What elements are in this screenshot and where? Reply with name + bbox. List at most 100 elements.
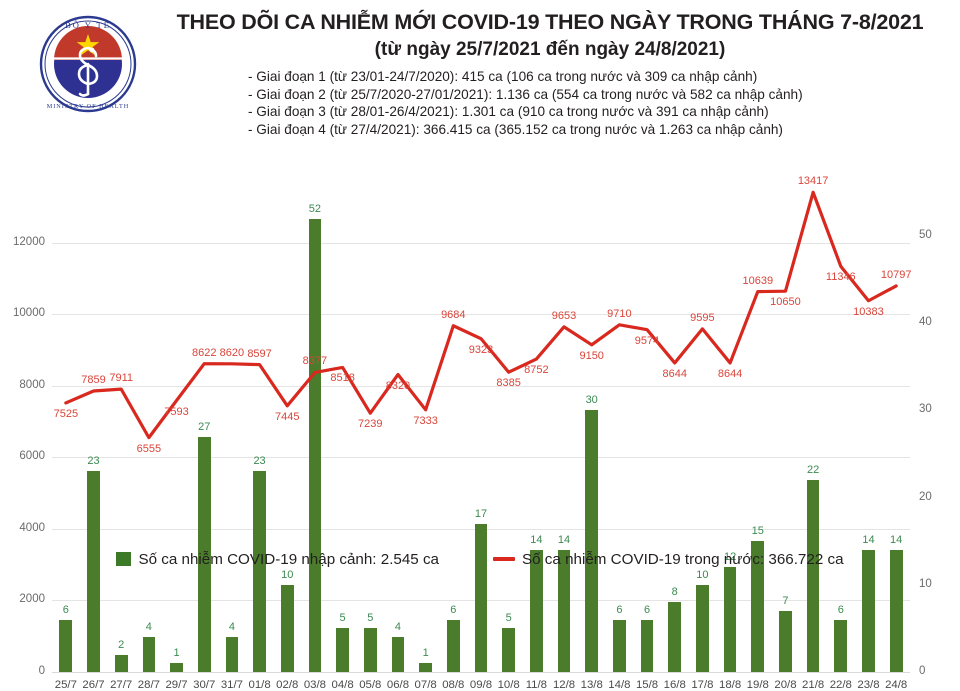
bar-value-label: 23 bbox=[253, 455, 266, 468]
line-value-label: 11346 bbox=[825, 271, 856, 284]
line-value-label: 8752 bbox=[524, 364, 549, 377]
bar-value-label: 27 bbox=[198, 420, 211, 433]
title-block: THEO DÕI CA NHIỄM MỚI COVID-19 THEO NGÀY… bbox=[150, 8, 950, 63]
bar-value-label: 14 bbox=[890, 533, 903, 546]
legend-line-swatch-icon bbox=[493, 557, 516, 561]
line-value-label: 8385 bbox=[496, 377, 521, 390]
bar-value-label: 12 bbox=[723, 551, 737, 564]
line-value-label: 6555 bbox=[136, 442, 162, 455]
gridline bbox=[52, 242, 910, 244]
gridline bbox=[52, 385, 910, 387]
x-axis-tick-label: 14/8 bbox=[608, 679, 631, 691]
x-axis-tick-label: 28/7 bbox=[137, 679, 160, 691]
x-axis-tick-label: 01/8 bbox=[248, 679, 271, 691]
line-value-label: 7333 bbox=[413, 414, 438, 427]
x-axis-tick-label: 07/8 bbox=[414, 679, 437, 691]
line-value-label: 7239 bbox=[358, 418, 383, 431]
y-axis-right-tick-label: 10 bbox=[919, 577, 932, 590]
line-value-label: 10797 bbox=[880, 268, 912, 281]
phase-line-3: - Giai đoạn 3 (từ 28/01-26/4/2021): 1.30… bbox=[248, 104, 769, 120]
x-axis-tick-label: 18/8 bbox=[719, 679, 742, 691]
svg-text:MINISTRY OF HEALTH: MINISTRY OF HEALTH bbox=[47, 103, 130, 110]
bar-value-label: 52 bbox=[308, 202, 322, 215]
y-axis-right-tick-label: 20 bbox=[919, 490, 932, 503]
x-axis-tick-label: 16/8 bbox=[663, 679, 686, 691]
y-axis-left-tick-label: 10000 bbox=[13, 307, 45, 320]
legend-label-imported: Số ca nhiễm COVID-19 nhập cảnh: 2.545 ca bbox=[138, 550, 440, 568]
line-value-label: 7525 bbox=[53, 407, 79, 420]
line-value-label: 9150 bbox=[579, 349, 604, 362]
y-axis-left-tick-label: 2000 bbox=[19, 593, 45, 606]
line-value-label: 7445 bbox=[275, 410, 300, 423]
x-axis-tick-label: 05/8 bbox=[359, 679, 382, 691]
line-value-label: 7593 bbox=[164, 405, 189, 418]
x-axis-tick-label: 02/8 bbox=[276, 679, 299, 691]
x-axis-tick-label: 19/8 bbox=[746, 679, 769, 691]
line-value-label: 8620 bbox=[219, 346, 245, 359]
phase-line-4: - Giai đoạn 4 (từ 27/4/2021): 366.415 ca… bbox=[248, 122, 783, 138]
x-axis-tick-label: 22/8 bbox=[829, 679, 852, 691]
x-axis-tick-label: 03/8 bbox=[303, 679, 327, 691]
x-axis-tick-label: 13/8 bbox=[580, 679, 603, 691]
y-axis-left-tick-label: 4000 bbox=[19, 521, 45, 534]
domestic-cases-line bbox=[64, 190, 898, 440]
line-value-label: 8597 bbox=[247, 347, 272, 360]
line-value-label: 9595 bbox=[690, 311, 715, 324]
bar-value-label: 22 bbox=[806, 464, 820, 477]
line-value-label: 8377 bbox=[302, 355, 328, 368]
x-axis-tick-label: 26/7 bbox=[82, 679, 105, 691]
y-axis-left-tick-label: 8000 bbox=[19, 378, 45, 391]
x-axis-tick-label: 23/8 bbox=[857, 679, 880, 691]
x-axis-tick-label: 10/8 bbox=[497, 679, 520, 691]
line-value-label: 9684 bbox=[441, 308, 466, 321]
legend-item-imported: Số ca nhiễm COVID-19 nhập cảnh: 2.545 ca bbox=[116, 551, 439, 568]
chart-legend: Số ca nhiễm COVID-19 nhập cảnh: 2.545 ca… bbox=[0, 545, 960, 573]
line-value-label: 9574 bbox=[634, 334, 660, 347]
x-axis-tick-label: 17/8 bbox=[691, 679, 714, 691]
x-axis-tick-label: 25/7 bbox=[54, 679, 77, 691]
chart-area: 0 2000 4000 6000 8000 10000 12000 0 10 20 30 40 50 … bbox=[0, 152, 960, 691]
x-axis-tick-label: 30/7 bbox=[193, 679, 216, 691]
legend-item-domestic: Số ca nhiễm COVID-19 trong nước: 366.722… bbox=[493, 551, 844, 568]
bar bbox=[308, 218, 322, 672]
phase-summary-list: - Giai đoạn 1 (từ 23/01-24/7/2020): 415 … bbox=[248, 68, 948, 139]
line-value-label: 9710 bbox=[607, 307, 632, 320]
y-axis-left-tick-label: 6000 bbox=[19, 450, 45, 463]
line-value-label: 8644 bbox=[717, 367, 743, 380]
y-axis-left-tick-label: 0 bbox=[38, 665, 45, 677]
line-value-label: 7859 bbox=[81, 373, 106, 386]
bar-value-label: 14 bbox=[862, 533, 875, 546]
bar-value-label: 23 bbox=[87, 455, 100, 468]
bar-value-label: 15 bbox=[751, 525, 764, 538]
x-axis-tick-label: 06/8 bbox=[386, 679, 410, 691]
x-axis-tick-label: 31/7 bbox=[220, 679, 243, 691]
y-axis-right-tick-label: 50 bbox=[919, 229, 932, 242]
line-series bbox=[64, 190, 898, 440]
gridline bbox=[52, 457, 910, 459]
line-value-label: 10639 bbox=[742, 274, 774, 287]
line-value-label: 8518 bbox=[330, 372, 355, 385]
x-axis-tick-label: 09/8 bbox=[469, 679, 493, 691]
x-axis-tick-label: 15/8 bbox=[635, 679, 659, 691]
line-value-label: 9323 bbox=[468, 343, 494, 356]
phase-line-1: - Giai đoạn 1 (từ 23/01-24/7/2020): 415 … bbox=[248, 69, 758, 84]
x-axis-tick-label: 21/8 bbox=[802, 679, 825, 691]
line-value-label: 10650 bbox=[770, 296, 801, 309]
bar-value-label: 17 bbox=[474, 507, 488, 520]
x-axis-tick-label: 12/8 bbox=[552, 679, 576, 691]
line-value-label: 9653 bbox=[551, 309, 577, 322]
gridline bbox=[52, 672, 910, 673]
y-axis-right-tick-label: 0 bbox=[919, 665, 926, 677]
y-axis-left-tick-label: 12000 bbox=[13, 235, 45, 248]
page-subtitle: (từ ngày 25/7/2021 đến ngày 24/8/2021) bbox=[374, 39, 726, 60]
bar-value-label: 14 bbox=[530, 533, 543, 546]
gridline bbox=[52, 314, 910, 316]
y-axis-right-tick-label: 30 bbox=[919, 403, 932, 416]
x-axis-tick-label: 08/8 bbox=[442, 679, 465, 691]
x-axis-tick-label: 11/8 bbox=[525, 679, 548, 691]
x-axis-tick-label: 04/8 bbox=[331, 679, 354, 691]
x-axis-tick-label: 24/8 bbox=[885, 679, 908, 691]
line-value-label: 10383 bbox=[853, 305, 884, 318]
line-value-label: 8622 bbox=[191, 346, 217, 359]
line-value-label: 8320 bbox=[385, 379, 411, 392]
